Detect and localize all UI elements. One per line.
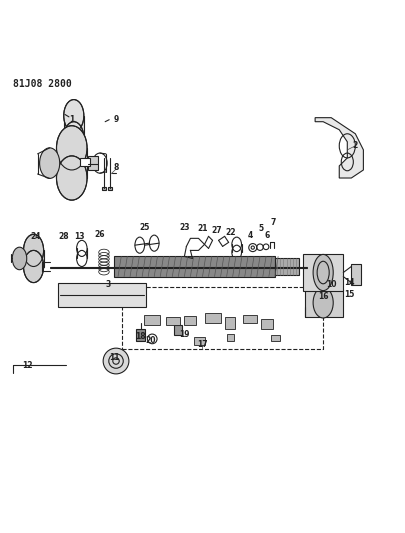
Text: 9: 9: [113, 115, 119, 124]
Bar: [205, 313, 221, 323]
Bar: [275, 257, 299, 276]
Ellipse shape: [313, 287, 333, 318]
Text: 19: 19: [179, 330, 190, 340]
Ellipse shape: [23, 235, 44, 266]
Bar: [136, 329, 145, 341]
Bar: [144, 315, 160, 325]
Text: 3: 3: [105, 280, 111, 289]
Text: 4: 4: [248, 231, 254, 240]
Bar: [184, 316, 196, 325]
Text: 16: 16: [318, 292, 328, 301]
Bar: [305, 289, 343, 317]
Text: 27: 27: [211, 226, 222, 235]
Text: 24: 24: [30, 232, 41, 241]
Bar: [271, 335, 280, 341]
Text: 22: 22: [226, 228, 236, 237]
Bar: [243, 315, 257, 323]
Text: 13: 13: [75, 232, 85, 241]
Bar: [166, 317, 180, 325]
Ellipse shape: [40, 148, 60, 179]
Text: 26: 26: [95, 230, 105, 239]
Text: 2: 2: [353, 141, 358, 150]
Text: 81J08 2800: 81J08 2800: [13, 79, 72, 90]
Bar: [225, 317, 234, 329]
Bar: [227, 334, 234, 341]
Ellipse shape: [313, 254, 333, 290]
Bar: [261, 319, 273, 329]
Ellipse shape: [56, 156, 87, 200]
Bar: [122, 287, 323, 349]
Bar: [303, 254, 343, 290]
Circle shape: [311, 286, 315, 291]
Text: 25: 25: [139, 223, 149, 231]
Text: 14: 14: [344, 278, 354, 287]
Ellipse shape: [64, 100, 84, 132]
Text: 17: 17: [197, 341, 208, 350]
Bar: [80, 158, 90, 166]
Text: 12: 12: [22, 360, 33, 369]
Text: 20: 20: [145, 336, 156, 345]
Text: 18: 18: [135, 333, 145, 342]
Text: 7: 7: [270, 218, 275, 227]
Text: 15: 15: [344, 290, 354, 299]
Text: 11: 11: [109, 352, 119, 361]
Bar: [64, 116, 84, 138]
Bar: [56, 148, 87, 178]
Circle shape: [103, 348, 129, 374]
Text: 10: 10: [326, 280, 337, 289]
Ellipse shape: [64, 122, 84, 154]
Text: 28: 28: [58, 232, 69, 241]
Text: 8: 8: [113, 164, 119, 173]
Ellipse shape: [12, 247, 27, 270]
Text: 23: 23: [179, 223, 190, 231]
Bar: [23, 251, 44, 266]
Text: 21: 21: [197, 224, 208, 233]
Circle shape: [319, 286, 324, 291]
Bar: [114, 256, 275, 277]
Bar: [108, 187, 112, 190]
Text: 6: 6: [264, 231, 269, 240]
Bar: [174, 325, 181, 335]
Polygon shape: [315, 118, 363, 178]
Ellipse shape: [56, 126, 87, 170]
Bar: [351, 264, 361, 285]
Ellipse shape: [23, 251, 44, 282]
Text: 5: 5: [258, 224, 263, 233]
Bar: [58, 282, 146, 306]
Text: 1: 1: [69, 115, 75, 124]
Bar: [102, 187, 106, 190]
Bar: [194, 337, 205, 345]
Bar: [88, 156, 98, 170]
